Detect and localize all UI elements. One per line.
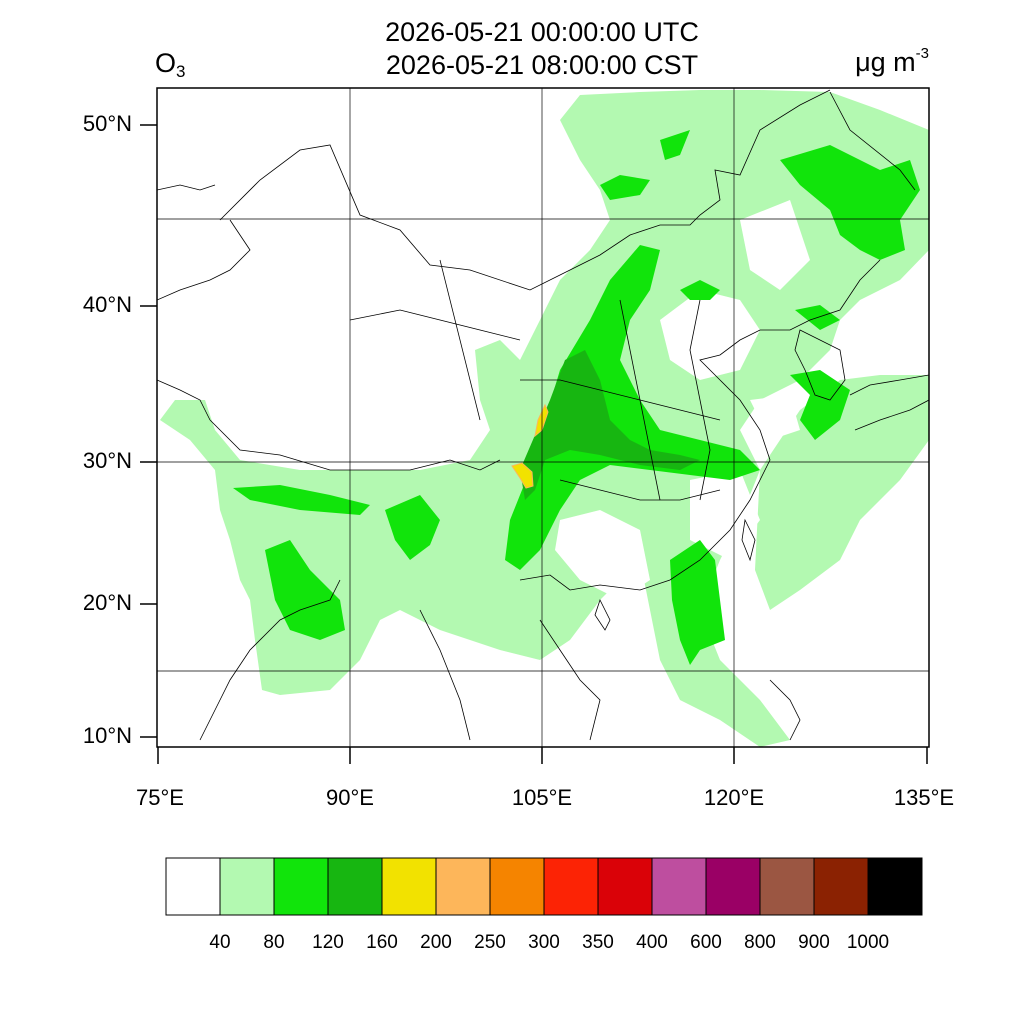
colorbar-swatch [327, 857, 383, 916]
colorbar-swatch [651, 857, 707, 916]
lon-label-135e: 135°E [893, 785, 955, 810]
colorbar-swatch [435, 857, 491, 916]
units-text: μg m [855, 47, 916, 77]
colorbar-label: 40 [209, 932, 231, 953]
graticule [157, 88, 929, 747]
title-cst: 2026-05-21 08:00:00 CST [385, 50, 699, 80]
colorbar-swatch [597, 857, 653, 916]
lat-ticks [140, 124, 157, 738]
variable-base: O [155, 48, 177, 78]
colorbar-swatch [813, 857, 869, 916]
colorbar-swatch [489, 857, 545, 916]
ozone-field [157, 88, 929, 747]
units-exponent: -3 [915, 45, 929, 62]
variable-subscript: 3 [176, 62, 186, 81]
colorbar-label: 200 [420, 932, 452, 953]
colorbar-label: 120 [312, 932, 344, 953]
colorbar-label: 80 [263, 932, 285, 953]
colorbar-label: 900 [798, 932, 830, 953]
colorbar-label: 350 [582, 932, 614, 953]
ozone-dark-green-region [520, 350, 700, 500]
colorbar-label: 300 [528, 932, 560, 953]
lat-label-30n: 30°N [82, 448, 132, 473]
map-frame [156, 87, 930, 748]
lat-label-50n: 50°N [82, 111, 132, 136]
boundary-lines [157, 89, 929, 741]
colorbar-swatch [219, 857, 275, 916]
lat-label-10n: 10°N [82, 723, 132, 748]
lon-label-105e: 105°E [511, 785, 573, 810]
lon-ticks [157, 747, 928, 764]
ozone-yellow-region [511, 403, 549, 489]
colorbar-swatch [165, 857, 221, 916]
lat-label-40n: 40°N [82, 292, 132, 317]
colorbar-swatch [273, 857, 329, 916]
title-utc: 2026-05-21 00:00:00 UTC [385, 17, 699, 47]
ozone-green-region [233, 130, 920, 665]
variable-label: O3 [155, 48, 185, 82]
colorbar-swatch [543, 857, 599, 916]
colorbar-label: 400 [636, 932, 668, 953]
lon-label-75e: 75°E [136, 785, 184, 810]
colorbar-swatch [381, 857, 437, 916]
colorbar-label: 160 [366, 932, 398, 953]
units-label: μg m-3 [855, 45, 929, 78]
colorbar-label: 250 [474, 932, 506, 953]
lon-label-90e: 90°E [326, 785, 374, 810]
colorbar-swatch [867, 857, 923, 916]
lon-label-120e: 120°E [703, 785, 765, 810]
lat-label-20n: 20°N [82, 590, 132, 615]
colorbar-swatch [759, 857, 815, 916]
colorbar-label: 600 [690, 932, 722, 953]
colorbar-swatch [705, 857, 761, 916]
colorbar-label: 800 [744, 932, 776, 953]
colorbar [165, 857, 923, 916]
colorbar-label: 1000 [846, 932, 890, 953]
